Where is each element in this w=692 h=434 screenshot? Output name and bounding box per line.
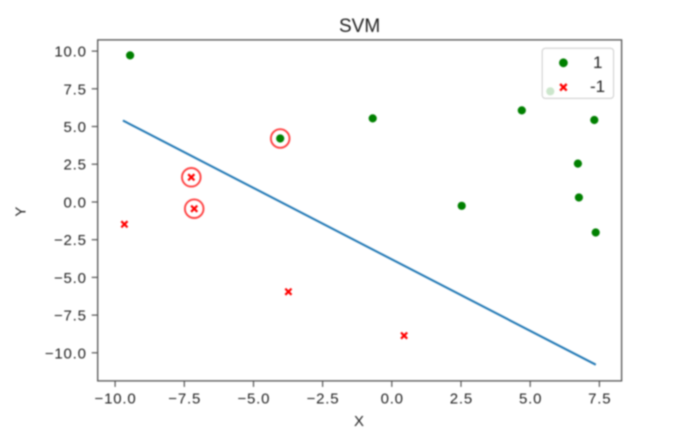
svg-text:−7.5: −7.5 xyxy=(168,391,201,408)
svg-text:−10.0: −10.0 xyxy=(45,345,87,362)
svg-text:X: X xyxy=(354,413,364,430)
svg-text:0.0: 0.0 xyxy=(381,391,404,408)
svg-text:−2.5: −2.5 xyxy=(54,232,87,249)
svg-text:10.0: 10.0 xyxy=(54,44,86,61)
svg-text:−10.0: −10.0 xyxy=(95,391,137,408)
svg-text:SVM: SVM xyxy=(339,16,380,37)
svg-text:5.0: 5.0 xyxy=(519,391,542,408)
svg-text:7.5: 7.5 xyxy=(588,391,611,408)
svg-text:7.5: 7.5 xyxy=(64,81,87,98)
svg-text:−5.0: −5.0 xyxy=(54,270,87,287)
svg-text:5.0: 5.0 xyxy=(64,119,87,136)
svg-text:1: 1 xyxy=(593,53,602,72)
svg-text:-1: -1 xyxy=(590,77,605,96)
svg-text:−5.0: −5.0 xyxy=(237,391,270,408)
svg-text:2.5: 2.5 xyxy=(64,157,87,174)
svg-text:0.0: 0.0 xyxy=(64,195,87,212)
svg-text:−7.5: −7.5 xyxy=(54,308,87,325)
svg-text:Y: Y xyxy=(13,207,30,217)
svg-text:2.5: 2.5 xyxy=(450,391,473,408)
svg-text:−2.5: −2.5 xyxy=(307,391,340,408)
